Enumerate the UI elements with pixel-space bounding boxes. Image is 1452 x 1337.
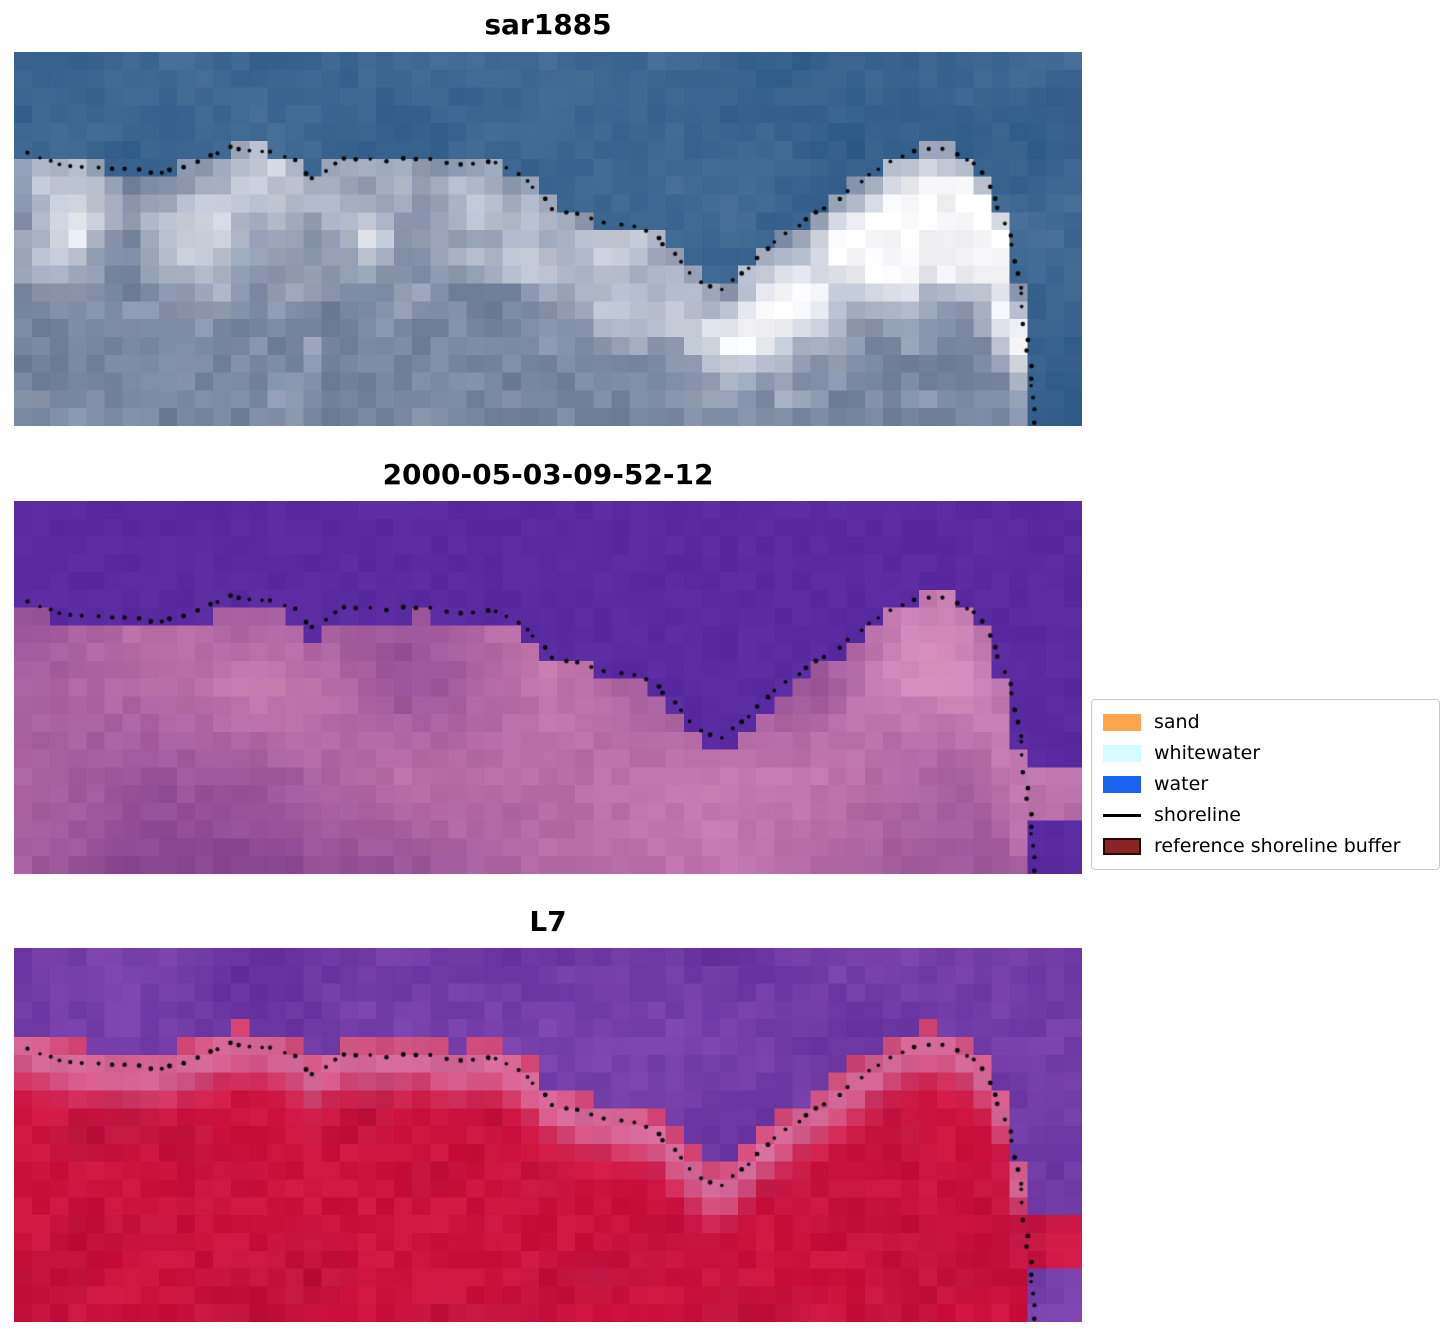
legend-label-sand: sand [1154, 711, 1200, 733]
legend-label-reference-shoreline-buffer: reference shoreline buffer [1154, 835, 1401, 857]
legend-item-whitewater: whitewater [1103, 740, 1428, 767]
panel-title-classified: 2000-05-03-09-52-12 [382, 458, 714, 491]
panel-image-l7 [14, 948, 1082, 1322]
legend-label-water: water [1154, 773, 1209, 795]
whitewater-swatch-icon [1103, 745, 1141, 762]
legend: sand whitewater water shoreline reference sh… [1091, 699, 1440, 870]
sar1885-shoreline-dots [14, 52, 1082, 426]
panel-title-l7: L7 [529, 905, 567, 938]
water-swatch-icon [1103, 776, 1141, 793]
legend-item-water: water [1103, 771, 1428, 798]
legend-item-reference-shoreline-buffer: reference shoreline buffer [1103, 833, 1428, 860]
legend-item-shoreline: shoreline [1103, 802, 1428, 829]
classified-shoreline-dots [14, 501, 1082, 874]
sand-swatch-icon [1103, 714, 1141, 731]
legend-label-whitewater: whitewater [1154, 742, 1261, 764]
reference-shoreline-buffer-swatch-icon [1103, 838, 1141, 855]
panel-image-classified [14, 501, 1082, 874]
shoreline-swatch-icon [1103, 807, 1141, 824]
l7-shoreline-dots [14, 948, 1082, 1322]
panel-title-sar1885: sar1885 [484, 8, 612, 41]
panel-image-sar1885 [14, 52, 1082, 426]
legend-label-shoreline: shoreline [1154, 804, 1241, 826]
legend-item-sand: sand [1103, 709, 1428, 736]
